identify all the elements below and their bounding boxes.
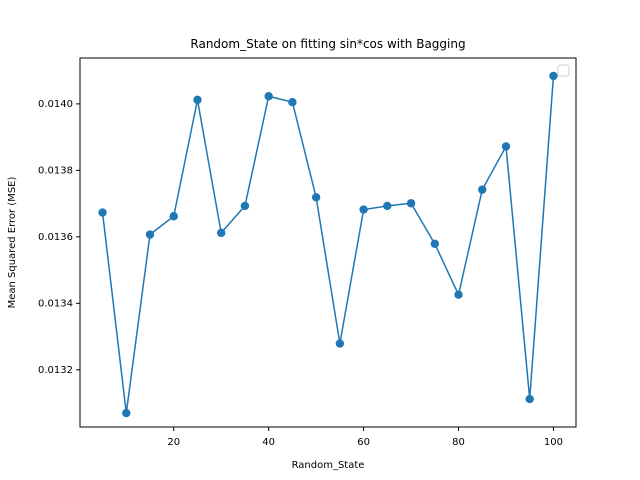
data-point (430, 239, 439, 249)
x-tick-label: 60 (357, 437, 370, 448)
data-point (501, 142, 511, 151)
data-point (335, 339, 345, 348)
data-point (359, 205, 368, 214)
x-tick-label: 20 (167, 437, 180, 448)
plot-area: 20 40 60 80 100 0.0132 0.0134 0.0136 0.0138 0.014… (38, 57, 577, 448)
data-point (217, 228, 226, 238)
y-tick-label: 0.0132 (38, 365, 73, 376)
data-point (169, 212, 178, 221)
data-point (525, 394, 534, 404)
chart-title: Random_State on fitting sin*cos with Bag… (190, 37, 465, 51)
y-tick-label: 0.0138 (38, 165, 73, 176)
data-point (145, 230, 155, 239)
x-tick-label: 80 (452, 437, 465, 448)
series-layer (98, 71, 558, 418)
x-tick-label: 40 (262, 437, 275, 448)
data-point (478, 185, 487, 194)
data-point (383, 201, 392, 211)
data-point (240, 201, 250, 211)
data-point (193, 95, 202, 105)
ticks-layer: 20 40 60 80 100 0.0132 0.0134 0.0136 0.0138 0.014… (38, 99, 563, 448)
data-point (264, 92, 273, 101)
data-point (98, 208, 107, 217)
y-tick-label: 0.0136 (38, 232, 73, 243)
data-point (454, 290, 463, 299)
data-point (288, 98, 297, 107)
y-tick-label: 0.0134 (38, 298, 73, 309)
data-point (406, 199, 416, 208)
axes-frame (79, 57, 577, 428)
y-axis-title: Mean Squared Error (MSE) (7, 177, 18, 309)
x-axis-title: Random_State (292, 460, 365, 471)
data-point (311, 193, 321, 202)
y-tick-label: 0.0140 (38, 99, 73, 110)
data-point (549, 71, 558, 81)
legend-box (557, 64, 570, 77)
series-line (101, 75, 555, 414)
data-point (122, 408, 131, 418)
x-tick-label: 100 (544, 437, 563, 448)
